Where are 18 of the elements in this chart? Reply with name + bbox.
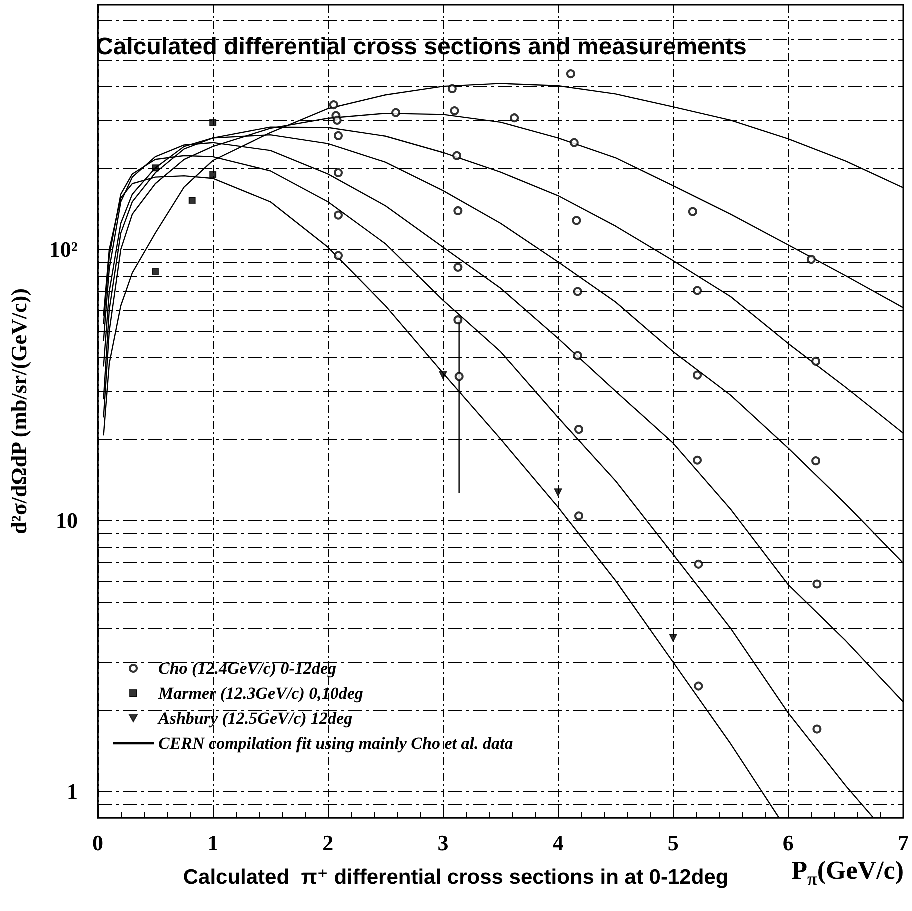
legend-label: Cho (12.4GeV/c) 0-12deg	[158, 659, 337, 678]
y-tick-label: 1	[67, 779, 78, 804]
y-tick-label: 10	[56, 508, 78, 534]
y-axis-title: d²σ/dΩdP (mb/sr/(GeV/c))	[6, 288, 32, 534]
legend-label: Ashbury (12.5GeV/c) 12deg	[158, 709, 354, 728]
x-tick-label: 0	[92, 830, 104, 856]
x-axis-title: P$_{π}$(GeV/c)	[792, 856, 904, 890]
legend-label: CERN compilation fit using mainly Cho et al. data	[158, 734, 514, 753]
x-tick-label: 5	[668, 830, 679, 856]
x-tick-label: 2	[322, 830, 334, 856]
x-tick-label: 4	[552, 830, 564, 856]
x-tick-label: 7	[898, 830, 909, 856]
legend-label: Marmer (12.3GeV/c) 0,10deg	[158, 684, 364, 703]
x-tick-label: 1	[208, 830, 219, 856]
y-tick-label: 10²	[49, 237, 78, 262]
text: Calculated π⁺ differential cross sections in at 0-12deg	[183, 866, 729, 889]
x-tick-label: 6	[782, 830, 794, 856]
x-tick-label: 3	[438, 830, 449, 856]
